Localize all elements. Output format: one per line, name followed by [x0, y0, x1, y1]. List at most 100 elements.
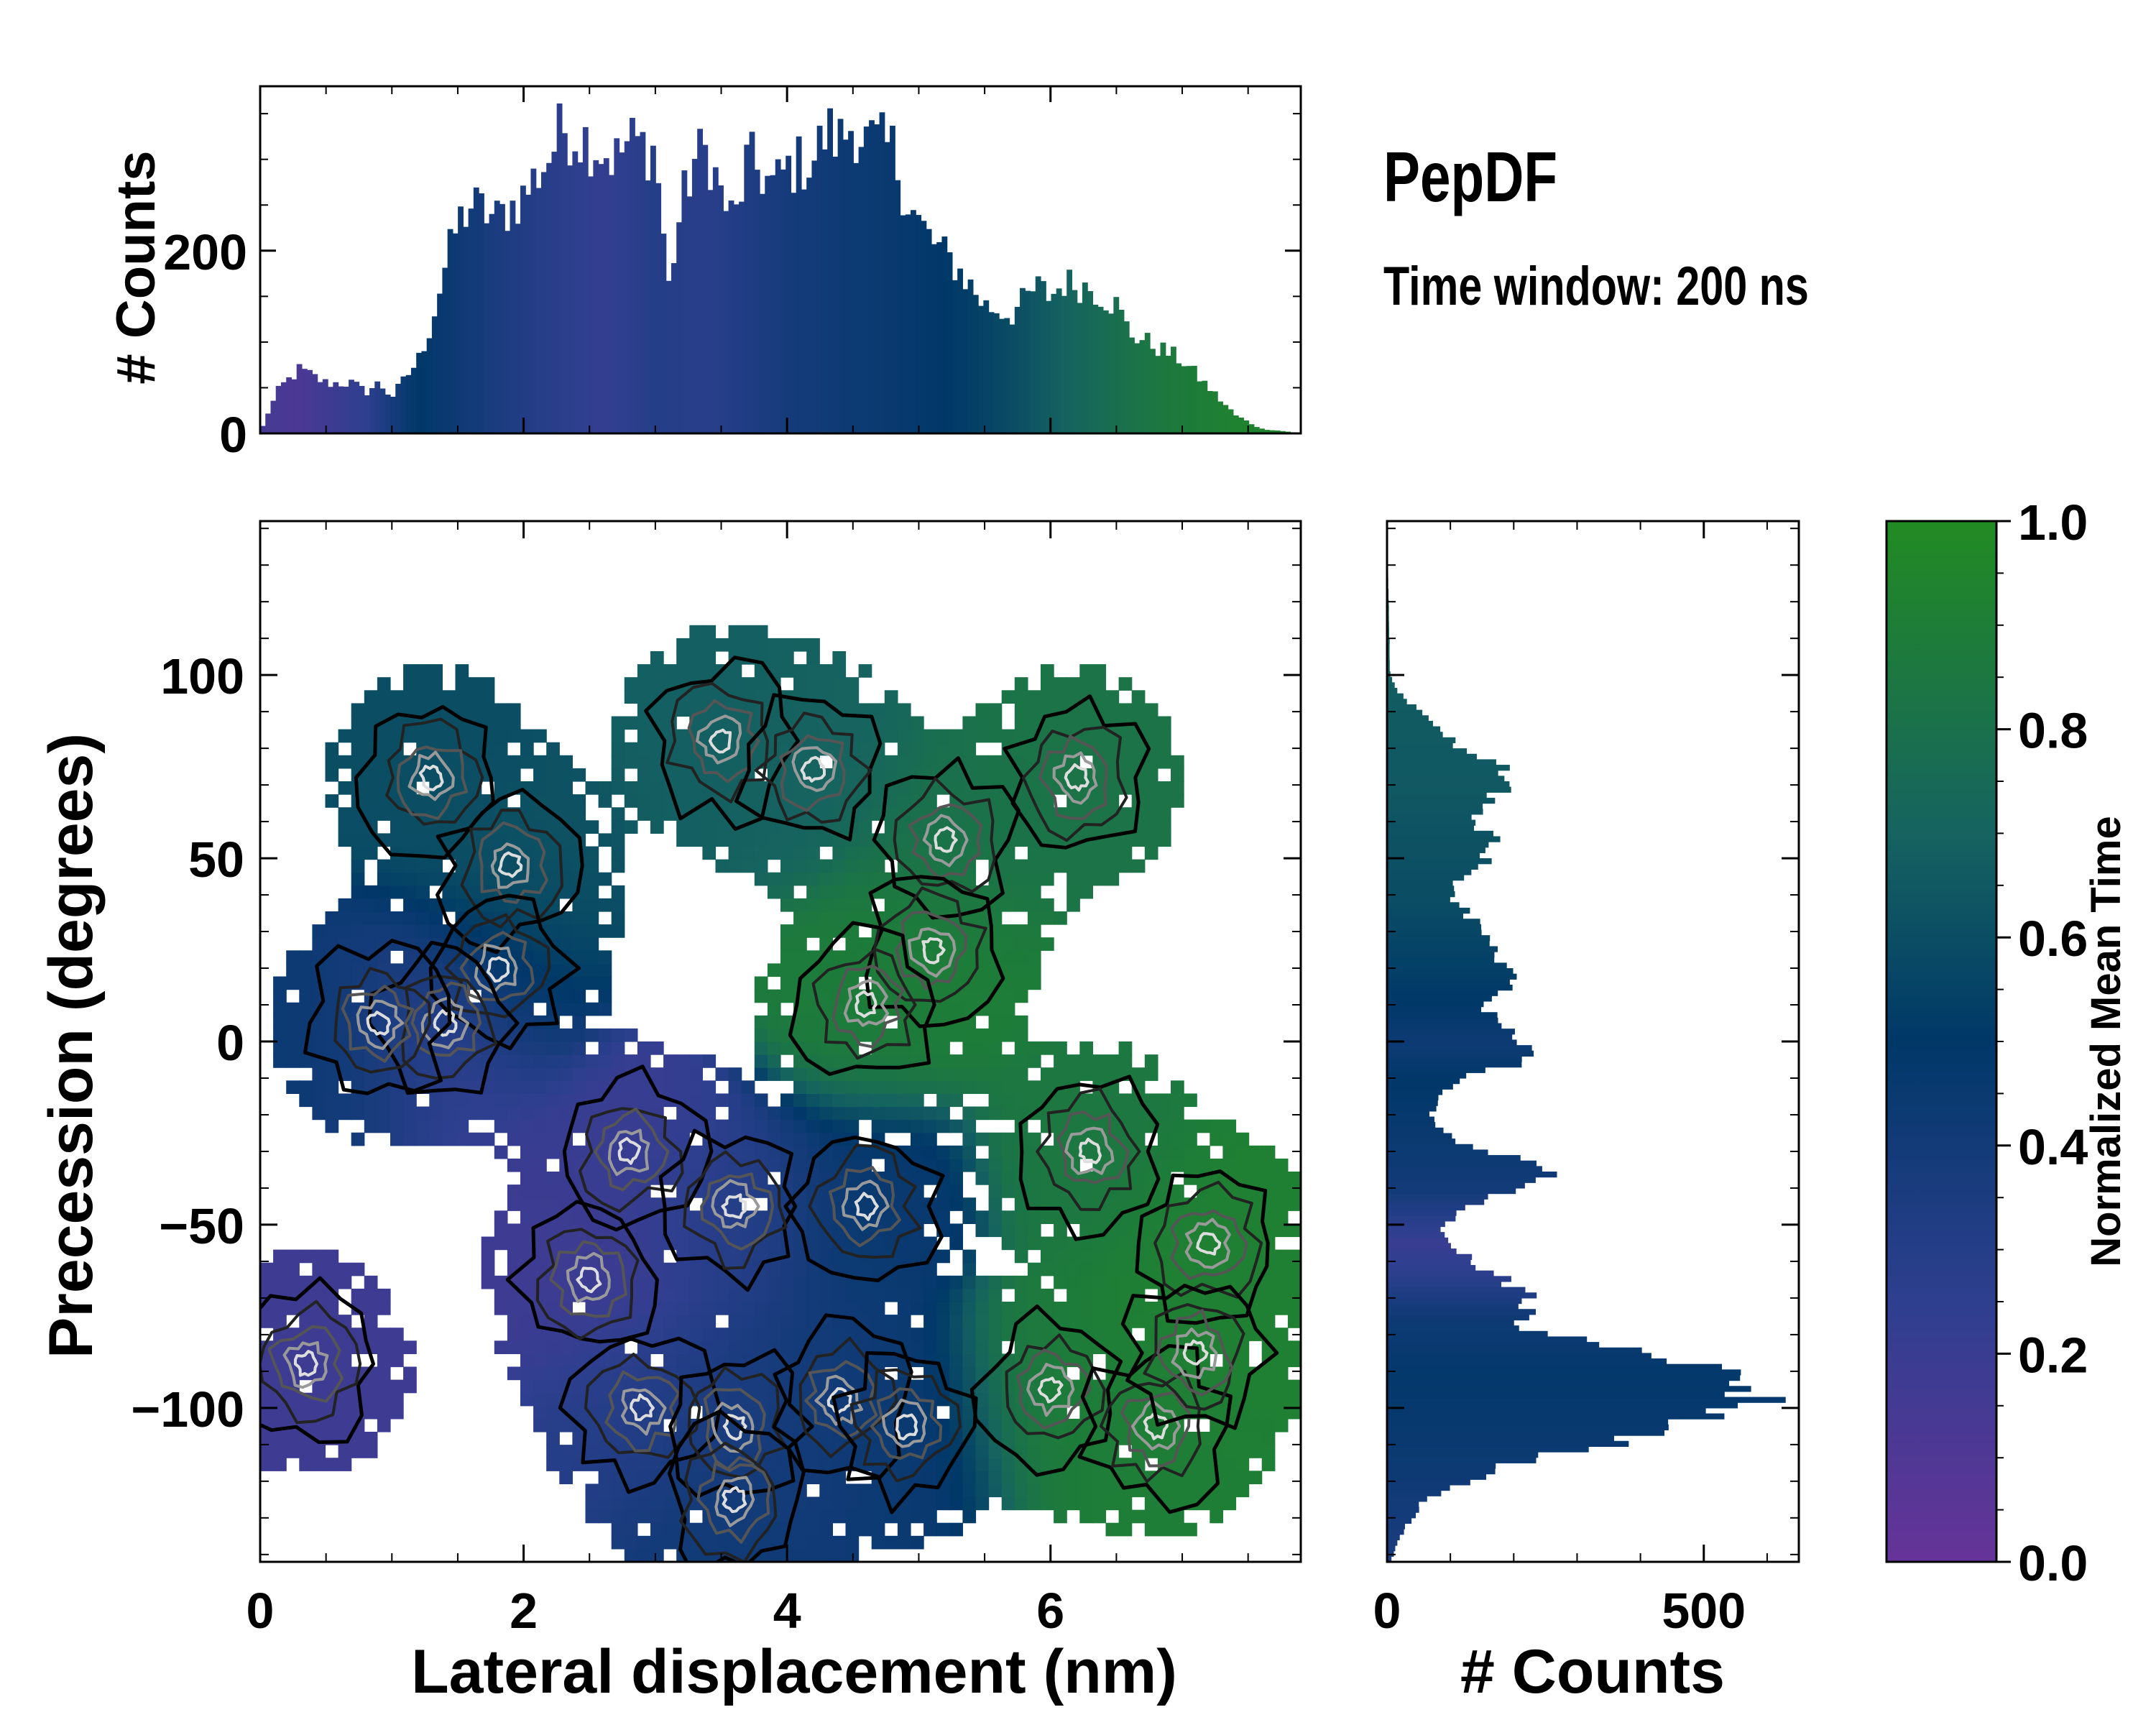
- heatmap-cell: [897, 911, 911, 925]
- heatmap-cell: [897, 1328, 911, 1341]
- heatmap-cell: [1092, 1067, 1107, 1081]
- heatmap-cell: [975, 1158, 990, 1172]
- heatmap-cell: [975, 1405, 990, 1420]
- heatmap-cell: [377, 703, 391, 717]
- heatmap-cell: [364, 1093, 378, 1108]
- heatmap-cell: [1014, 1028, 1028, 1042]
- heatmap-cell: [637, 755, 651, 769]
- heatmap-cell: [572, 1080, 586, 1094]
- heatmap-cell: [1054, 1471, 1067, 1484]
- heatmap-cell: [923, 1119, 937, 1133]
- histogram-bar: [837, 119, 844, 433]
- histogram-bar: [1217, 401, 1223, 433]
- heatmap-cell: [364, 937, 378, 951]
- heatmap-cell: [598, 1379, 612, 1394]
- heatmap-cell: [884, 807, 898, 821]
- heatmap-cell: [1171, 1522, 1184, 1537]
- heatmap-cell: [403, 846, 417, 860]
- histogram-bar: [1387, 880, 1453, 886]
- heatmap-cell: [806, 1067, 820, 1081]
- histogram-bar: [1387, 869, 1472, 875]
- heatmap-cell: [754, 677, 768, 691]
- heatmap-cell: [481, 690, 495, 704]
- heatmap-cell: [585, 820, 599, 834]
- heatmap-cell: [1235, 1158, 1250, 1172]
- heatmap-cell: [351, 898, 365, 912]
- heatmap-cell: [286, 1275, 300, 1289]
- heatmap-cell: [845, 872, 860, 886]
- histogram-bar: [1387, 847, 1485, 854]
- heatmap-cell: [1118, 677, 1133, 691]
- heatmap-cell: [767, 872, 781, 886]
- heatmap-cell: [728, 807, 742, 821]
- heatmap-cell: [1274, 1353, 1289, 1368]
- histogram-bar: [447, 229, 453, 433]
- heatmap-cell: [1001, 1172, 1015, 1185]
- histogram-bar: [1387, 1237, 1449, 1244]
- heatmap-cell: [741, 1106, 755, 1121]
- heatmap-cell: [598, 1484, 612, 1498]
- heatmap-cell: [1027, 1172, 1041, 1185]
- heatmap-cell: [1079, 859, 1093, 873]
- heatmap-cell: [676, 1275, 690, 1289]
- heatmap-cell: [754, 833, 768, 847]
- heatmap-cell: [702, 1288, 717, 1302]
- heatmap-cell: [676, 1236, 690, 1251]
- contour-line: [881, 1398, 928, 1448]
- contour-line: [1021, 725, 1128, 842]
- heatmap-cell: [676, 1315, 690, 1328]
- heatmap-cell: [559, 885, 573, 899]
- heatmap-cell: [299, 1093, 313, 1108]
- heatmap-cell: [962, 1106, 977, 1121]
- heatmap-cell: [936, 1002, 950, 1016]
- histogram-bar: [660, 234, 667, 433]
- heatmap-cell: [312, 1458, 326, 1471]
- histogram-bar: [1108, 313, 1114, 433]
- heatmap-cell: [1067, 846, 1080, 860]
- histogram-bar: [1387, 929, 1482, 936]
- contour-line: [1182, 1339, 1209, 1366]
- heatmap-cell: [1054, 911, 1067, 925]
- heatmap-cell: [546, 1132, 560, 1146]
- main-ytick-label: −50: [159, 1198, 244, 1254]
- histogram-bar: [1387, 1320, 1514, 1326]
- histogram-bar: [609, 175, 614, 433]
- heatmap-cell: [911, 1496, 924, 1511]
- heatmap-cell: [988, 1197, 1003, 1211]
- heatmap-cell: [1222, 1432, 1237, 1445]
- heatmap-cell: [806, 924, 820, 938]
- heatmap-cell: [481, 1093, 495, 1108]
- histogram-bar: [1387, 1050, 1534, 1057]
- histogram-bar: [1387, 1006, 1482, 1013]
- heatmap-cell: [390, 1392, 404, 1407]
- heatmap-cell: [481, 872, 495, 886]
- heatmap-cell: [598, 794, 612, 808]
- heatmap-cell: [1001, 690, 1015, 704]
- heatmap-cell: [637, 1509, 651, 1524]
- heatmap-cell: [546, 1197, 560, 1211]
- heatmap-cell: [806, 1522, 820, 1537]
- heatmap-cell: [559, 937, 573, 951]
- heatmap-cell: [364, 924, 378, 938]
- heatmap-cell: [897, 755, 911, 769]
- heatmap-cell: [1067, 1197, 1080, 1211]
- heatmap-cell: [494, 1275, 508, 1289]
- heatmap-cell: [559, 859, 573, 873]
- heatmap-cell: [520, 1197, 534, 1211]
- heatmap-cell: [1092, 1262, 1107, 1276]
- heatmap-cell: [520, 1172, 534, 1185]
- heatmap-cell: [1054, 1158, 1067, 1172]
- histogram-bar: [1387, 627, 1390, 634]
- heatmap-cell: [1092, 1445, 1107, 1458]
- histogram-bar: [650, 145, 656, 433]
- heatmap-cell: [1184, 1158, 1197, 1172]
- heatmap-cell: [1041, 794, 1054, 808]
- heatmap-cell: [546, 742, 560, 756]
- heatmap-cell: [1067, 898, 1080, 912]
- heatmap-cell: [299, 950, 313, 964]
- heatmap-cell: [598, 1471, 612, 1484]
- heatmap-cell: [702, 664, 717, 678]
- heatmap-cell: [689, 833, 703, 847]
- heatmap-cell: [377, 1302, 391, 1315]
- heatmap-cell: [546, 1405, 560, 1420]
